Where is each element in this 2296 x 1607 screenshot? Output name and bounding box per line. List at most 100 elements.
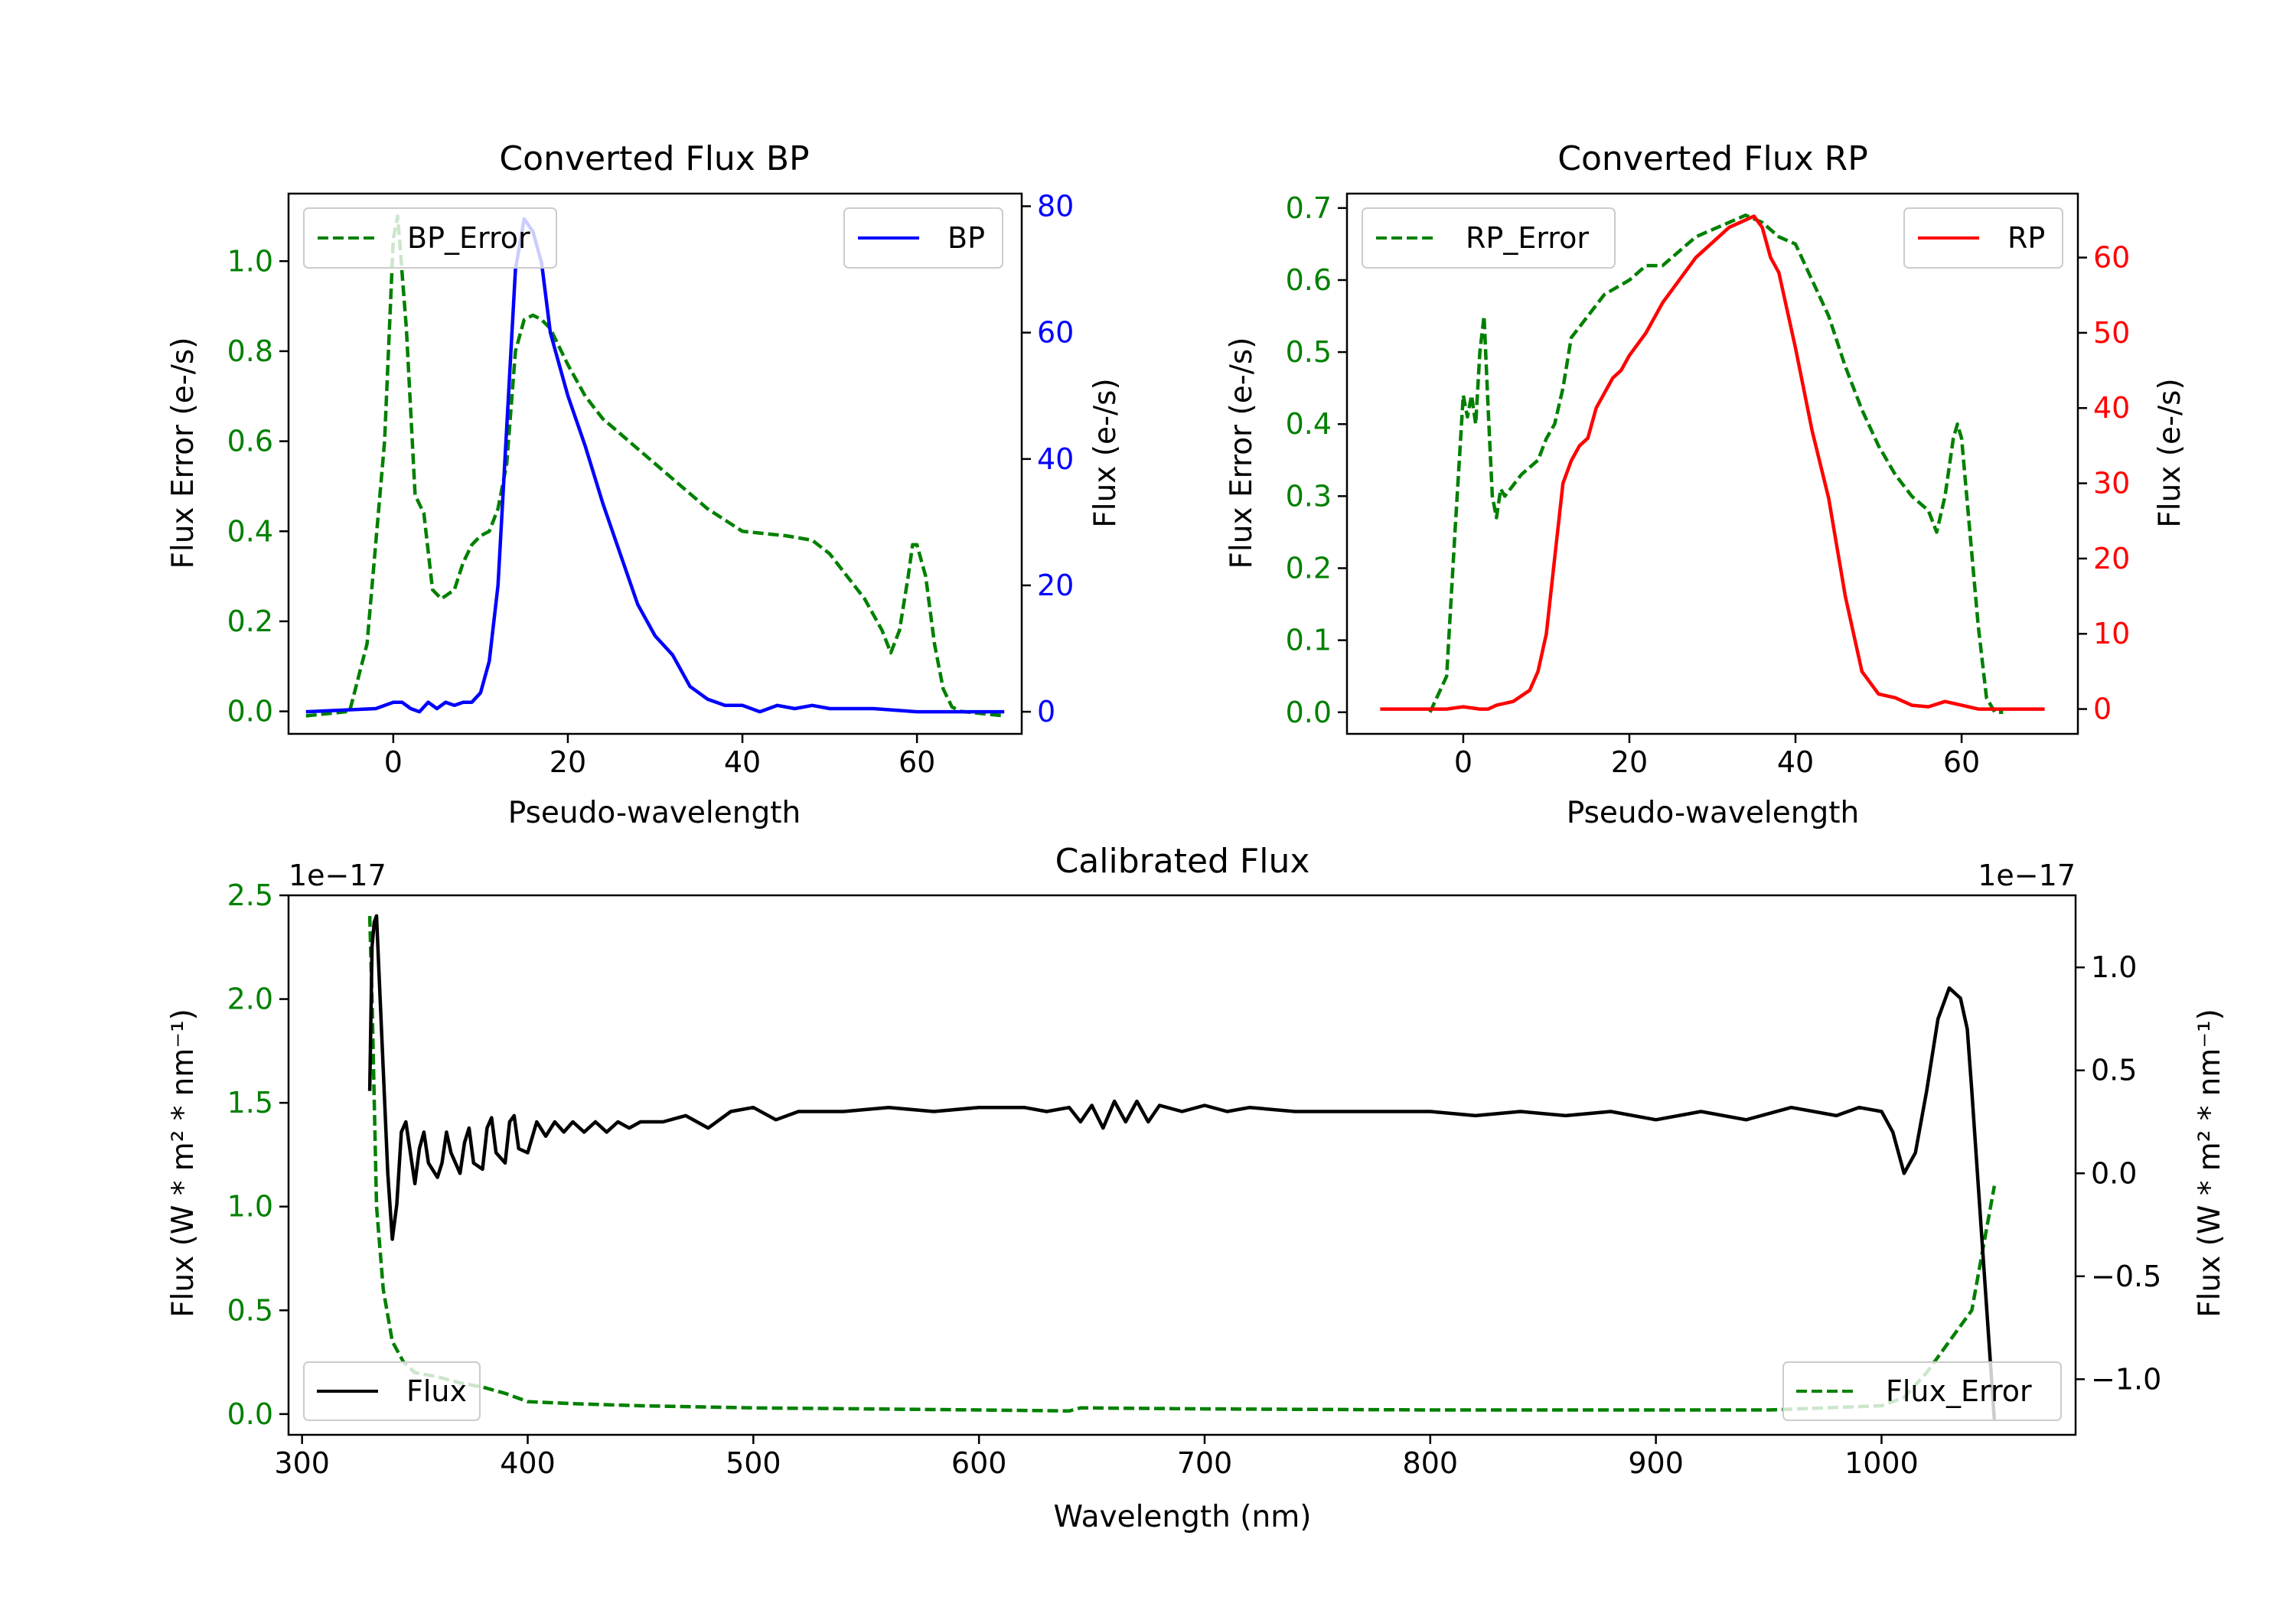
rp-ytick-left-label: 0.6 <box>1286 263 1332 297</box>
cal-y-left-ticks: 0.0 0.5 1.0 1.5 2.0 2.5 <box>227 878 289 1431</box>
rp-legend-error: RP_Error <box>1362 207 1616 269</box>
rp-series-rp <box>1380 214 2045 711</box>
rp-ytick-right-label: 30 <box>2093 467 2130 500</box>
cal-ytick-right-label: 0.0 <box>2091 1156 2137 1190</box>
bp-series-bp <box>305 217 1005 714</box>
cal-xtick-label: 500 <box>726 1446 781 1480</box>
cal-legend-flux-box <box>303 1361 481 1421</box>
cal-ytick-right-label: −0.5 <box>2091 1260 2161 1293</box>
bp-xtick-label: 40 <box>724 745 761 779</box>
rp-legend-flux-label: RP <box>2007 221 2045 255</box>
bp-ytick-left-label: 1.0 <box>227 244 273 278</box>
rp-ytick-left-label: 0.1 <box>1286 624 1332 657</box>
bp-legend-error-label: BP_Error <box>407 221 530 255</box>
bp-xlabel: Pseudo-wavelength <box>508 796 801 830</box>
rp-xtick-label: 20 <box>1611 745 1648 779</box>
bp-legend-flux-box <box>843 207 1003 269</box>
bp-ylabel-right: Flux (e-/s) <box>1088 378 1123 527</box>
bp-legend-error: BP_Error <box>303 207 557 269</box>
rp-axes-frame <box>1345 192 2079 735</box>
rp-xtick-label: 0 <box>1454 745 1473 779</box>
bp-ytick-right-label: 40 <box>1037 442 1074 476</box>
cal-xtick-label: 900 <box>1628 1446 1684 1480</box>
cal-ytick-left-label: 1.5 <box>227 1086 273 1120</box>
bp-x-ticks: 0 20 40 60 <box>384 734 935 779</box>
rp-ytick-left-label: 0.7 <box>1286 191 1332 225</box>
cal-legend-error-label: Flux_Error <box>1886 1374 2032 1408</box>
rp-plot-area <box>1380 213 2045 715</box>
rp-title: Converted Flux RP <box>1557 139 1868 178</box>
rp-ytick-right-label: 60 <box>2093 241 2130 275</box>
rp-y-right-ticks: 0 10 20 30 40 50 60 <box>2078 241 2130 726</box>
bp-ytick-left-label: 0.8 <box>227 334 273 368</box>
cal-ytick-left-label: 0.5 <box>227 1293 273 1327</box>
cal-xlabel: Wavelength (nm) <box>1054 1500 1312 1534</box>
rp-ytick-left-label: 0.5 <box>1286 335 1332 369</box>
cal-ylabel-left: Flux (W * m² * nm⁻¹) <box>166 1009 201 1318</box>
cal-axes-frame <box>287 894 2077 1436</box>
bp-ytick-left-label: 0.0 <box>227 695 273 729</box>
bp-ytick-right-label: 60 <box>1037 316 1074 350</box>
cal-ytick-right-label: 0.5 <box>2091 1054 2137 1087</box>
rp-series-rp-error <box>1428 213 2004 715</box>
rp-ylabel-right: Flux (e-/s) <box>2153 378 2187 527</box>
bp-ytick-right-label: 20 <box>1037 569 1074 602</box>
rp-ytick-right-label: 40 <box>2093 391 2130 425</box>
rp-ytick-left-label: 0.2 <box>1286 551 1332 585</box>
rp-xlabel: Pseudo-wavelength <box>1567 796 1859 830</box>
bp-xtick-label: 20 <box>550 745 586 779</box>
bp-ytick-left-label: 0.2 <box>227 605 273 638</box>
rp-y-left-ticks: 0.0 0.1 0.2 0.3 0.4 0.5 0.6 0.7 <box>1286 191 1347 729</box>
cal-y-right-ticks: −1.0 −0.5 0.0 0.5 1.0 <box>2076 950 2161 1396</box>
cal-xtick-label: 400 <box>500 1446 556 1480</box>
bp-ytick-right-label: 80 <box>1037 190 1074 223</box>
cal-offset-right: 1e−17 <box>1978 859 2076 892</box>
bp-xtick-label: 0 <box>384 745 403 779</box>
rp-ytick-right-label: 10 <box>2093 617 2130 650</box>
rp-legend-flux-box <box>1903 207 2063 269</box>
bp-series-bp-error <box>305 214 1005 718</box>
rp-ytick-left-label: 0.0 <box>1286 696 1332 729</box>
rp-x-ticks: 0 20 40 60 <box>1454 734 1980 779</box>
cal-title: Calibrated Flux <box>1055 842 1310 881</box>
cal-xtick-label: 300 <box>274 1446 330 1480</box>
cal-legend-error-box <box>1782 1361 2062 1421</box>
rp-panel: Converted Flux RP Pseudo-wavelength Flux… <box>1225 139 2187 830</box>
rp-xtick-label: 60 <box>1943 745 1980 779</box>
rp-ylabel-left: Flux Error (e-/s) <box>1225 337 1259 569</box>
rp-ytick-left-label: 0.4 <box>1286 407 1332 441</box>
rp-ytick-right-label: 20 <box>2093 542 2130 575</box>
rp-legend-error-label: RP_Error <box>1466 221 1589 255</box>
bp-ylabel-left: Flux Error (e-/s) <box>166 337 201 569</box>
cal-ylabel-right: Flux (W * m² * nm⁻¹) <box>2193 1009 2227 1318</box>
bp-panel: Converted Flux BP Pseudo-wavelength Flux… <box>166 139 1123 830</box>
rp-ytick-left-label: 0.3 <box>1286 479 1332 513</box>
rp-ytick-right-label: 50 <box>2093 316 2130 350</box>
cal-ytick-left-label: 2.5 <box>227 878 273 912</box>
rp-xtick-label: 40 <box>1777 745 1814 779</box>
rp-legend-flux: RP <box>1903 207 2063 269</box>
rp-ytick-right-label: 0 <box>2093 693 2112 726</box>
cal-x-ticks: 300 400 500 600 700 800 900 1000 <box>274 1435 1919 1480</box>
cal-xtick-label: 600 <box>951 1446 1007 1480</box>
cal-panel: Calibrated Flux Wavelength (nm) Flux (W … <box>166 842 2227 1534</box>
cal-series-flux <box>367 914 1997 1421</box>
bp-xtick-label: 60 <box>899 745 935 779</box>
bp-ytick-left-label: 0.6 <box>227 425 273 458</box>
bp-legend-error-box <box>303 207 557 269</box>
bp-title: Converted Flux BP <box>499 139 809 178</box>
cal-xtick-label: 700 <box>1177 1446 1233 1480</box>
bp-ytick-right-label: 0 <box>1037 695 1055 729</box>
cal-legend-flux-label: Flux <box>406 1374 467 1408</box>
cal-ytick-left-label: 0.0 <box>227 1397 273 1431</box>
bp-ytick-left-label: 0.4 <box>227 514 273 548</box>
cal-ytick-left-label: 2.0 <box>227 983 273 1016</box>
bp-y-left-ticks: 0.0 0.2 0.4 0.6 0.8 1.0 <box>227 244 289 729</box>
bp-legend-flux-label: BP <box>947 221 985 255</box>
cal-xtick-label: 1000 <box>1844 1446 1919 1480</box>
cal-legend-flux: Flux <box>303 1361 481 1421</box>
bp-y-right-ticks: 0 20 40 60 80 <box>1022 190 1074 729</box>
cal-ytick-right-label: 1.0 <box>2091 950 2137 984</box>
bp-legend-flux: BP <box>843 207 1003 269</box>
